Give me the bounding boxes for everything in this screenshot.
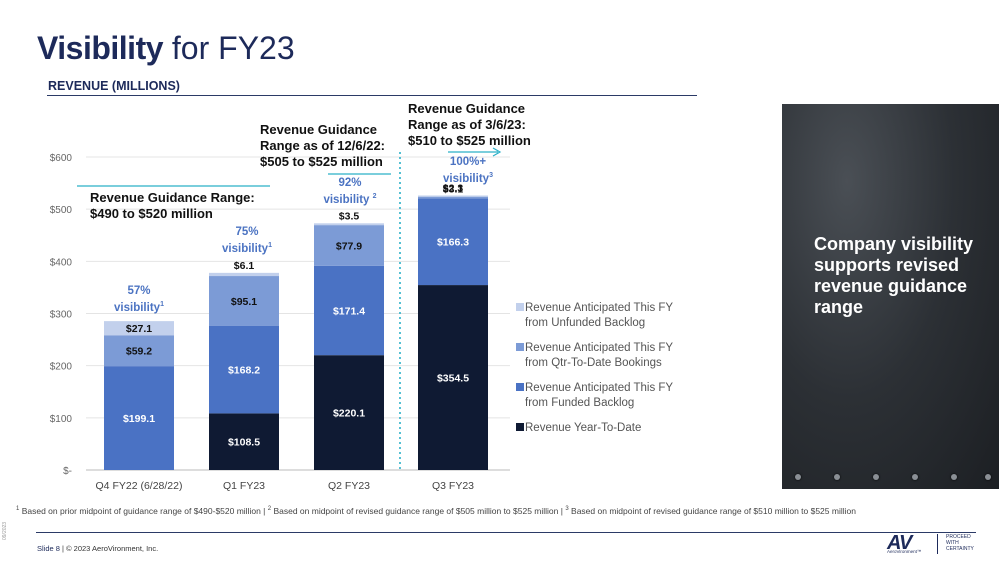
legend-label: Revenue Anticipated This FY (525, 302, 673, 314)
data-label: $77.9 (336, 240, 362, 252)
bar-segment (209, 276, 279, 326)
visibility-label-q2fy23: 92% visibility 2 (323, 177, 377, 206)
guidance-range-2-label: Revenue Guidance Range as of 12/6/22: $505… (260, 122, 385, 169)
guidance-range-3-label: Revenue Guidance Range as of 3/6/23: $510 … (408, 101, 531, 148)
y-tick-label: $500 (50, 205, 73, 216)
bolt-icon (951, 474, 957, 480)
legend-label: Revenue Anticipated This FY (525, 382, 673, 394)
y-tick-label: $400 (50, 257, 73, 268)
legend-label: Revenue Year-To-Date (525, 422, 641, 434)
bolt-icon (985, 474, 991, 480)
bar-segment (418, 196, 488, 199)
data-label: $95.1 (231, 296, 257, 308)
legend-swatch (516, 343, 524, 351)
x-tick-label: Q2 FY23 (328, 480, 370, 492)
legend-swatch (516, 423, 524, 431)
logo-divider (937, 534, 938, 554)
logo-subtext: AeroVironment™ (887, 549, 922, 554)
bar-segment (104, 321, 174, 336)
visibility-label-q1fy23: 75% visibility1 (222, 226, 272, 255)
legend-label: from Funded Backlog (525, 397, 634, 409)
data-label: $59.2 (126, 346, 152, 358)
data-label: $6.1 (234, 260, 255, 272)
bar-segment (418, 285, 488, 470)
av-logo: AV (887, 532, 912, 554)
bar-segment (418, 198, 488, 286)
y-tick-label: $300 (50, 310, 73, 321)
x-tick-label: Q3 FY23 (432, 480, 474, 492)
visibility-label-q3fy23: 100%+ visibility3 (443, 156, 493, 185)
bar-segment (314, 265, 384, 356)
data-label: $171.4 (333, 305, 365, 317)
bolt-icon (795, 474, 801, 480)
y-tick-label: $- (63, 466, 72, 477)
page-title: Visibility for FY23 (37, 30, 295, 66)
bolt-icon (834, 474, 840, 480)
data-label: $3.1 (443, 184, 464, 196)
bar-segment (314, 223, 384, 226)
legend-swatch (516, 383, 524, 391)
bolt-icon (873, 474, 879, 480)
visibility-label-q4fy22: 57% visibility1 (114, 285, 164, 314)
title-rule (47, 95, 697, 96)
x-tick-label: Q4 FY22 (6/28/22) (96, 480, 183, 492)
side-code: 09/2023 (2, 521, 8, 540)
legend-label: from Qtr-To-Date Bookings (525, 357, 662, 369)
data-label: $3.5 (339, 210, 360, 222)
copyright: © 2023 AeroVironment, Inc. (66, 544, 159, 553)
data-label: $199.1 (123, 413, 155, 425)
revenue-chart: $- $100 $200 $300 $400 $500 $600 $199.1 $59.2 $2… (50, 147, 673, 492)
bolt-icon (912, 474, 918, 480)
data-label: $354.5 (437, 373, 469, 385)
data-label: $27.1 (126, 323, 152, 335)
bar-segment (418, 195, 488, 197)
slide-number: Slide 8 (37, 544, 60, 553)
chart-subtitle: REVENUE (MILLIONS) (48, 79, 180, 93)
bar-segment (104, 366, 174, 470)
footer: Slide 8 | © 2023 AeroVironment, Inc. (37, 544, 159, 553)
tagline: PROCEED WITH CERTAINTY (946, 534, 974, 552)
x-tick-label: Q1 FY23 (223, 480, 265, 492)
panel-text: Company visibility supports revised reve… (814, 234, 974, 317)
data-label: $2.3 (443, 182, 464, 194)
data-label: $166.3 (437, 237, 469, 249)
data-label: $168.2 (228, 365, 260, 377)
bar-segment (209, 325, 279, 414)
bar-segment (314, 225, 384, 266)
footer-rule (36, 532, 976, 533)
highlight-panel (782, 104, 999, 489)
bar-segment (314, 355, 384, 470)
legend-label: from Unfunded Backlog (525, 317, 645, 329)
y-tick-label: $600 (50, 153, 73, 164)
y-tick-label: $200 (50, 362, 73, 373)
arrow-head-icon (492, 147, 502, 157)
data-label: $108.5 (228, 437, 260, 449)
bar-segment (209, 413, 279, 470)
bar-segment (104, 335, 174, 367)
data-label: $220.1 (333, 408, 365, 420)
legend-label: Revenue Anticipated This FY (525, 342, 673, 354)
legend-swatch (516, 303, 524, 311)
guidance-range-1-label: Revenue Guidance Range: $490 to $520 mill… (90, 190, 255, 221)
footnotes: 1 Based on prior midpoint of guidance ra… (16, 506, 856, 516)
y-tick-label: $100 (50, 414, 73, 425)
bar-segment (209, 272, 279, 277)
